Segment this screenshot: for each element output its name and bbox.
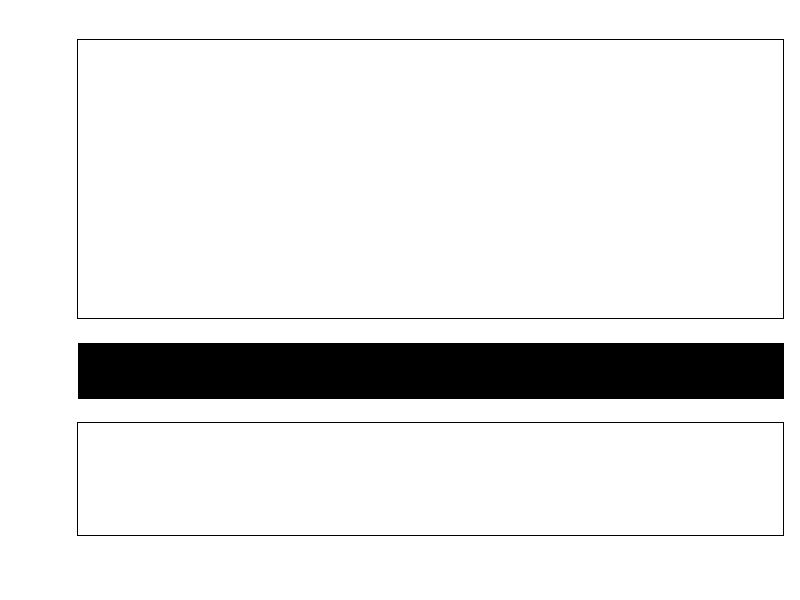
- correlation-plot-frame: [77, 422, 784, 536]
- enrichment-plot-frame: [77, 39, 784, 319]
- correlation-colormap-background: [78, 423, 784, 536]
- gene-hit-bar-strip: [78, 343, 784, 399]
